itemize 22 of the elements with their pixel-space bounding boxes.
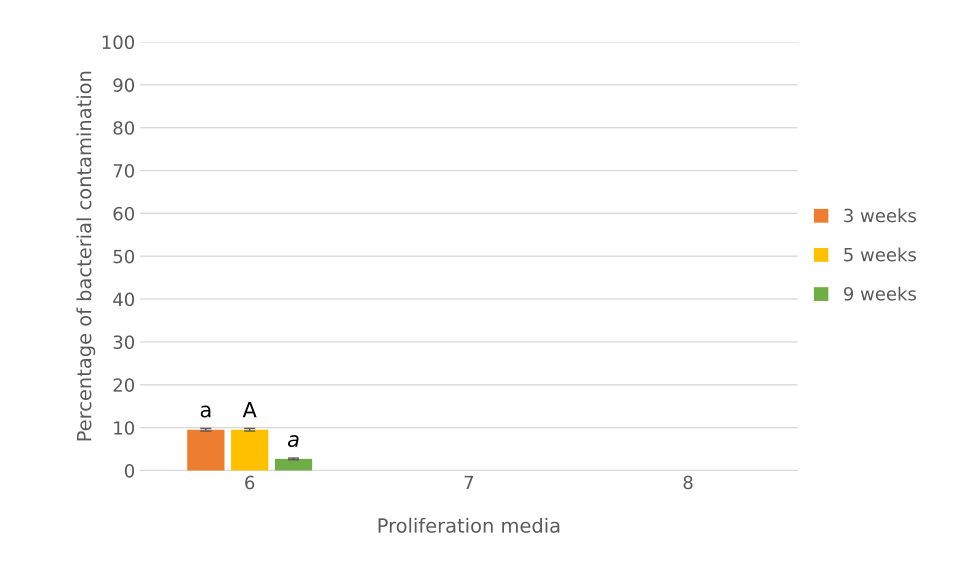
annotation: A	[242, 402, 257, 418]
legend-label: 3 weeks	[844, 208, 916, 222]
y-axis-title: Percentage of bacterial contamination	[76, 72, 96, 440]
annotation: a	[200, 406, 210, 418]
y-tick-label: 60	[114, 206, 134, 220]
annotation: a	[288, 435, 299, 448]
x-axis-title: Proliferation media	[378, 518, 560, 533]
y-tick-label: 0	[124, 464, 134, 478]
x-tick-label: 7	[464, 476, 474, 490]
y-tick-label: 100	[102, 35, 134, 50]
legend-label: 9 weeks	[844, 286, 916, 301]
y-tick-label: 80	[113, 121, 134, 135]
y-tick-label: 90	[113, 78, 134, 92]
y-tick-label: 20	[114, 378, 134, 392]
y-tick-label: 30	[114, 335, 134, 350]
y-tick-label: 40	[113, 292, 134, 306]
y-tick-label: 50	[114, 250, 134, 264]
legend-label: 5 weeks	[844, 247, 916, 262]
y-tick-label: 10	[114, 421, 134, 435]
x-tick-label: 6	[245, 476, 254, 490]
x-tick-label: 8	[684, 476, 693, 490]
y-tick-label: 70	[114, 164, 134, 178]
